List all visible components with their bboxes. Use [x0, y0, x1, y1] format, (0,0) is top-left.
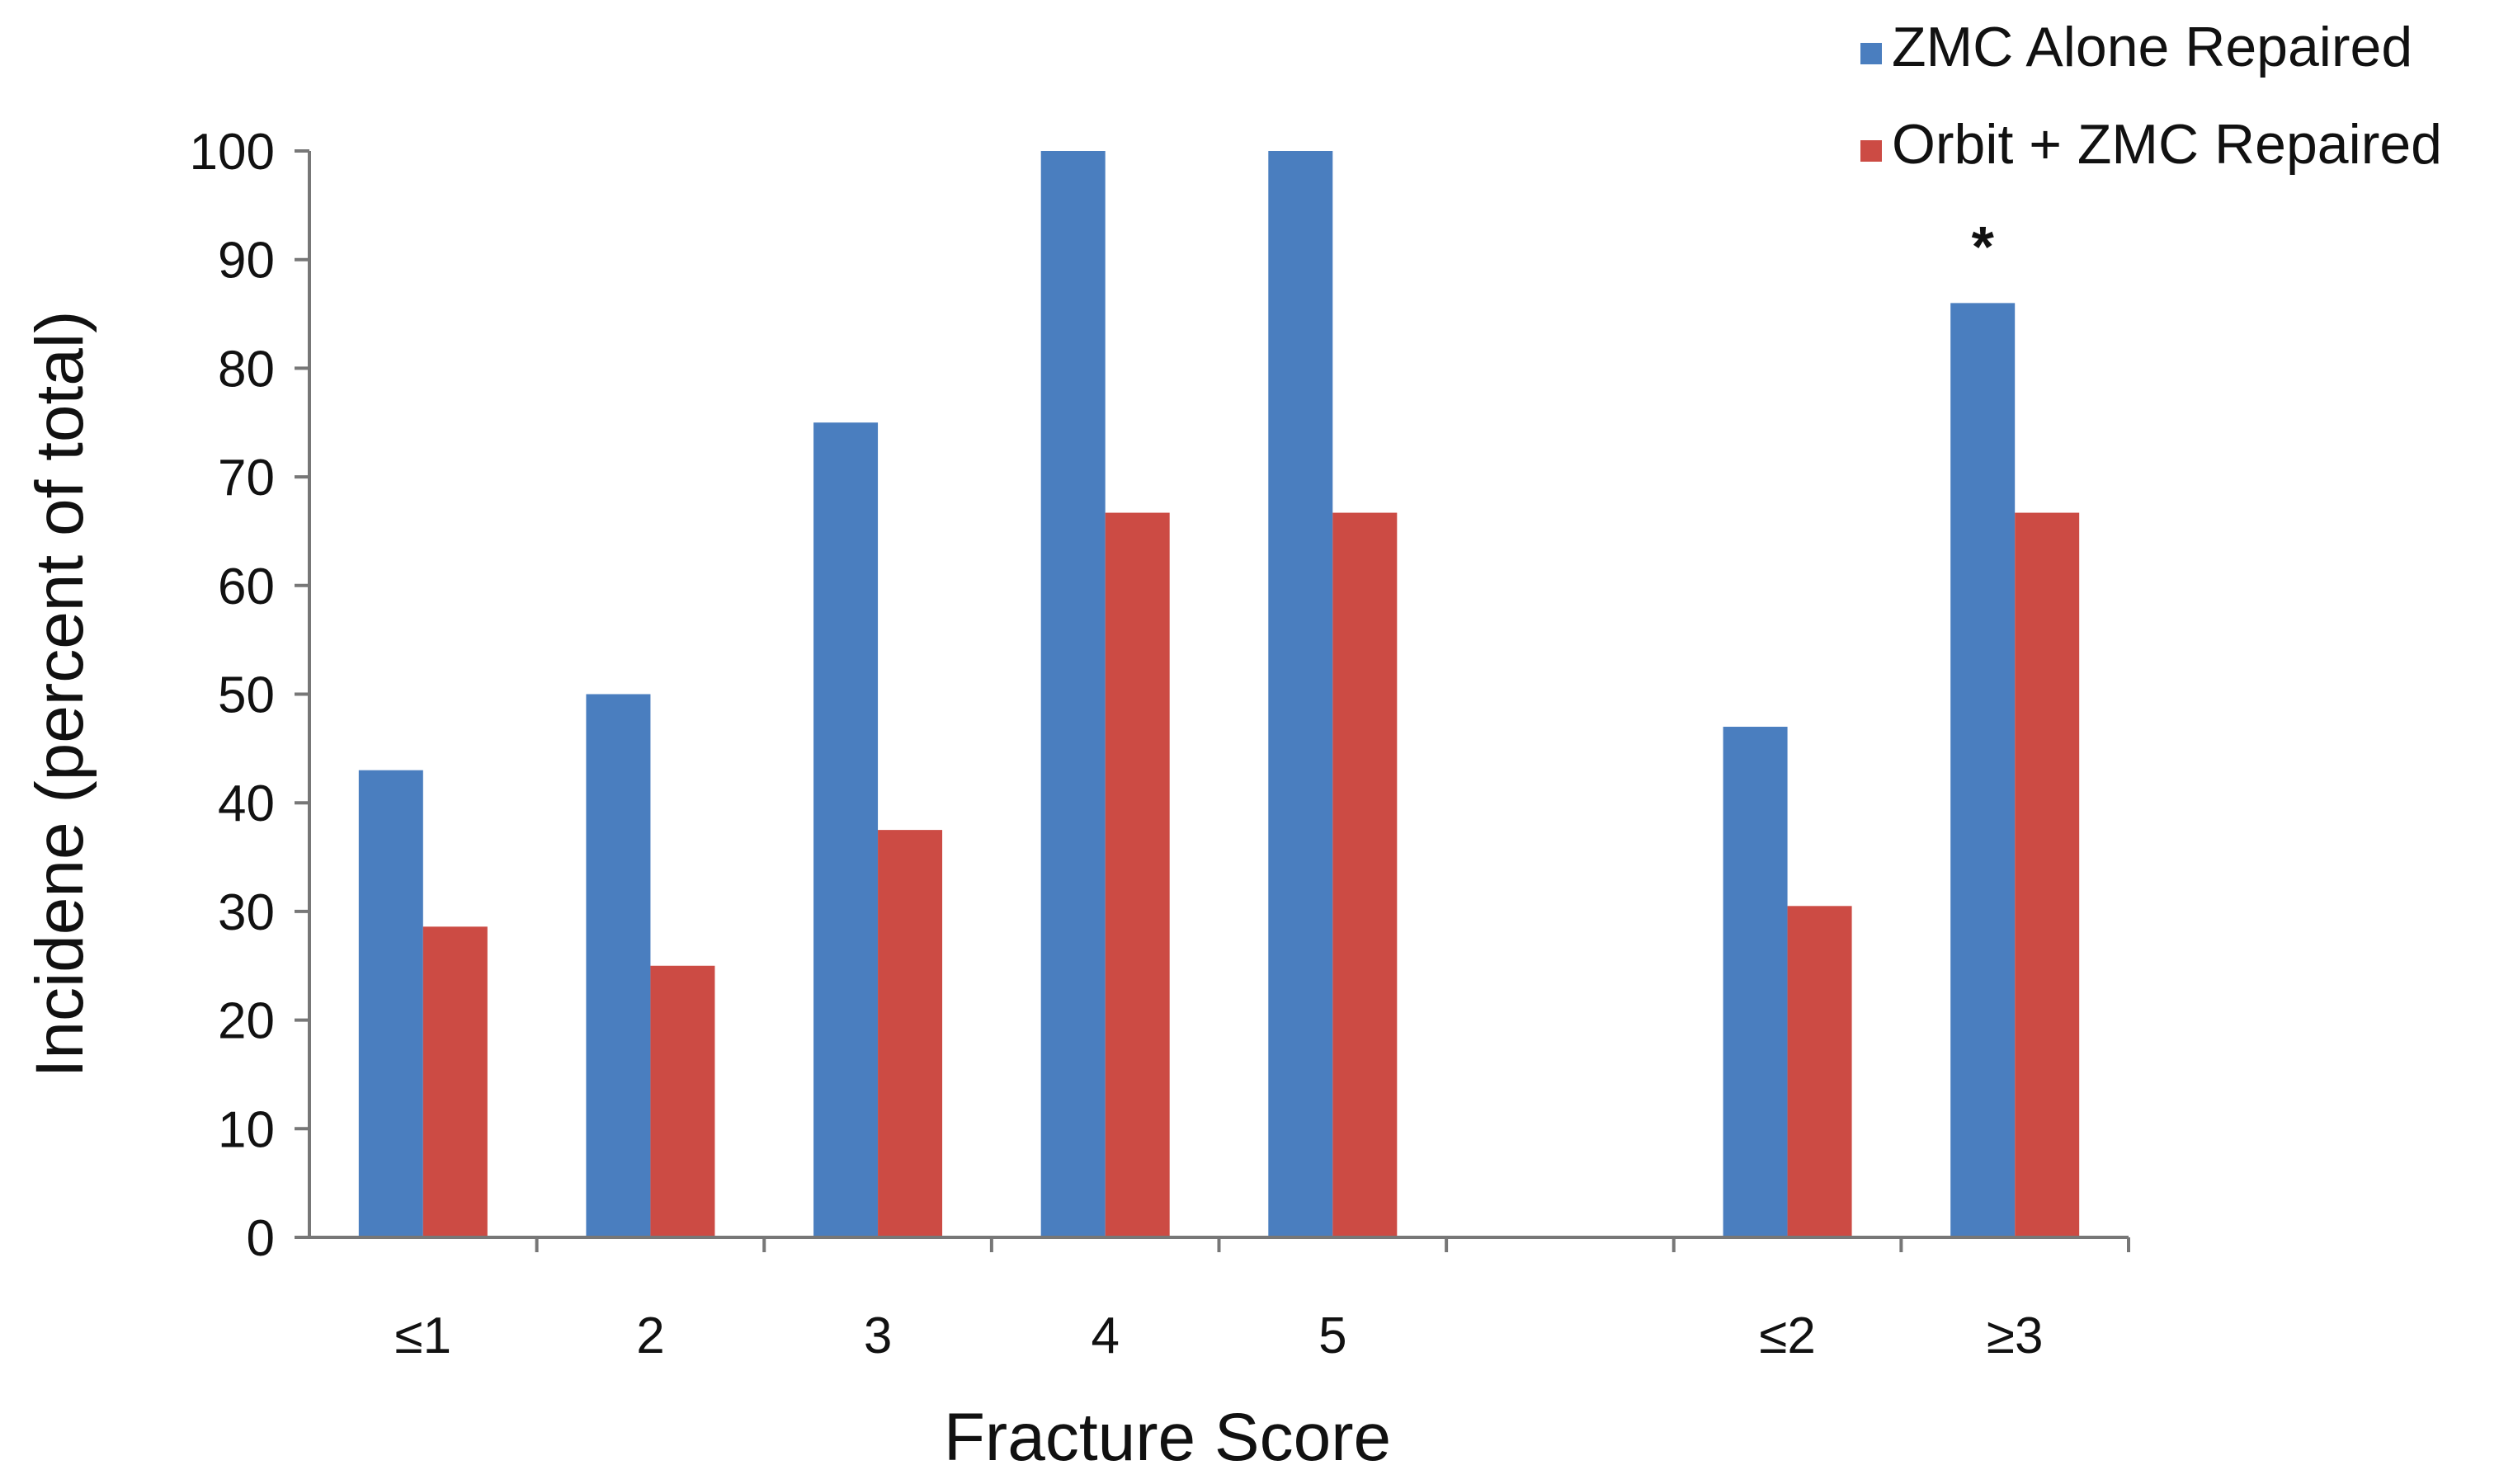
legend-label-zmc-alone: ZMC Alone Repaired	[1892, 16, 2412, 78]
x-tick-label-1: ≤1	[395, 1307, 452, 1364]
bar-zmc-alone-1	[358, 770, 423, 1237]
x-axis-title: Fracture Score	[944, 1400, 1391, 1475]
bar-zmc-alone-3	[813, 422, 879, 1237]
legend-swatch-zmc-alone	[1860, 43, 1882, 64]
bar-orbit-zmc-3	[878, 830, 943, 1237]
x-tick-label-2: 2	[636, 1307, 664, 1364]
legend-label-orbit-zmc: Orbit + ZMC Repaired	[1892, 113, 2442, 176]
bar-orbit-zmc-8	[2015, 512, 2080, 1237]
y-tick-label-60: 60	[218, 558, 275, 615]
x-tick-label-8: ≥3	[1987, 1307, 2044, 1364]
axes-layer	[295, 149, 2130, 1252]
bar-orbit-zmc-5	[1332, 512, 1398, 1237]
legend: ZMC Alone Repaired Orbit + ZMC Repaired	[1860, 16, 2442, 176]
bar-zmc-alone-4	[1040, 151, 1106, 1237]
bar-orbit-zmc-4	[1105, 512, 1170, 1237]
y-tick-label-50: 50	[218, 667, 275, 724]
y-tick-label-30: 30	[218, 884, 275, 941]
y-tick-label-10: 10	[218, 1101, 275, 1158]
x-tick-label-5: 5	[1318, 1307, 1346, 1364]
y-tick-label-70: 70	[218, 450, 275, 506]
x-tick-label-7: ≤2	[1759, 1307, 1816, 1364]
significance-marker: *	[1972, 214, 1995, 279]
labels-layer: 0 10 20 30 40 50 60 70 80 90 100 ≤1 2 3 4 5 ≤2 ≥3 *	[190, 124, 2044, 1364]
bars-layer	[358, 151, 2080, 1237]
legend-swatch-orbit-zmc	[1860, 140, 1882, 162]
y-axis-title: Incidene (percent of total)	[22, 311, 97, 1078]
y-tick-label-20: 20	[218, 993, 275, 1050]
y-tick-label-100: 100	[190, 124, 275, 181]
bar-zmc-alone-5	[1268, 151, 1333, 1237]
x-tick-label-3: 3	[864, 1307, 892, 1364]
x-tick-label-4: 4	[1091, 1307, 1119, 1364]
bar-zmc-alone-7	[1723, 727, 1788, 1237]
bar-orbit-zmc-7	[1787, 906, 1852, 1237]
y-tick-label-0: 0	[247, 1210, 275, 1267]
bar-orbit-zmc-2	[650, 965, 715, 1237]
bar-zmc-alone-2	[586, 694, 651, 1237]
y-tick-label-90: 90	[218, 233, 275, 290]
y-tick-label-80: 80	[218, 341, 275, 398]
bar-zmc-alone-8	[1950, 303, 2016, 1237]
y-tick-label-40: 40	[218, 775, 275, 832]
bar-orbit-zmc-1	[422, 926, 488, 1237]
